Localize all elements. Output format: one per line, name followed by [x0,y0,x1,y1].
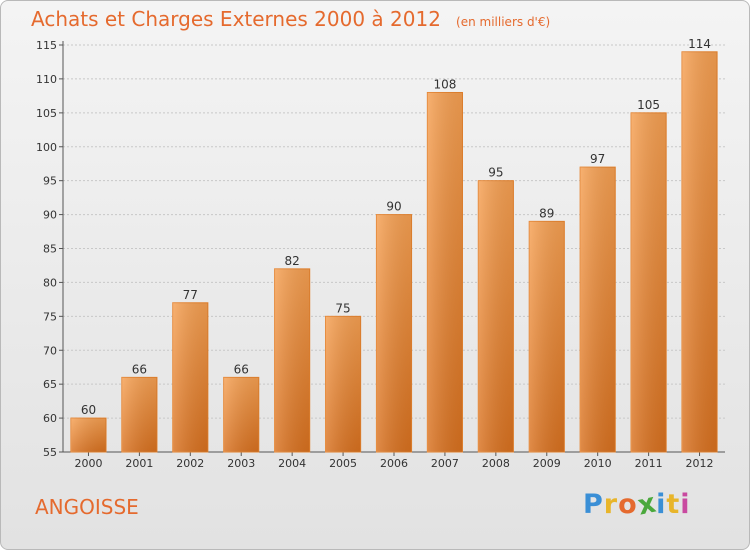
x-tick-label: 2011 [635,457,663,470]
data-label: 77 [183,288,198,302]
data-label: 66 [132,362,147,376]
logo-letter: P [583,489,604,520]
x-tick-label: 2005 [329,457,357,470]
bar-shade [631,112,667,452]
bar-shade [427,92,463,452]
logo-letter: i [680,489,691,520]
x-tick-label: 2003 [227,457,255,470]
bar-layer [70,51,718,453]
x-tick-label: 2008 [482,457,510,470]
y-tick-label: 115 [36,39,57,52]
x-tick-label: 2006 [380,457,408,470]
title-row: Achats et Charges Externes 2000 à 2012 (… [31,7,550,31]
y-tick-label: 55 [43,446,57,459]
y-tick-label: 100 [36,141,57,154]
x-tick-label: 2010 [584,457,612,470]
y-tick-label: 70 [43,344,57,357]
y-tick-label: 105 [36,107,57,120]
bar-shade [580,167,616,452]
bar-shade [274,268,310,452]
x-tick-label: 2012 [686,457,714,470]
x-tick-label: 2002 [176,457,204,470]
logo-letter: t [666,489,681,520]
bar-shade [325,316,361,452]
data-label: 95 [488,166,503,180]
bar-shade [70,418,107,452]
x-tick-label: 2004 [278,457,306,470]
y-tick-label: 85 [43,243,57,256]
bar-shade [172,302,208,452]
x-tick-label: 2007 [431,457,459,470]
bar-shade [529,221,565,452]
y-tick-label: 110 [36,73,57,86]
data-label: 89 [539,206,554,220]
label-layer: 60 66 77 66 82 75 90 108 95 89 97 105 114 [81,37,711,417]
bar-shade [681,51,718,453]
logo-letter: i [656,489,667,520]
data-label: 60 [81,403,96,417]
proxiti-logo[interactable]: Proxiti [583,487,691,521]
bar-shade [376,214,412,452]
data-label: 97 [590,152,605,166]
bar-shade [121,377,157,452]
data-label: 66 [234,362,249,376]
data-label: 75 [335,301,350,315]
logo-letter: r [603,489,619,520]
y-tick-label: 80 [43,276,57,289]
bar-shade [223,377,259,452]
y-tick-label: 65 [43,378,57,391]
y-tick-label: 95 [43,175,57,188]
data-label: 108 [433,77,456,91]
x-tick-label: 2009 [533,457,561,470]
x-tick-label: 2001 [125,457,153,470]
x-tick-label: 2000 [74,457,102,470]
chart-title: Achats et Charges Externes 2000 à 2012 [31,7,441,31]
data-label: 114 [688,37,711,51]
logo-letter: o [618,489,638,520]
data-label: 105 [637,98,660,112]
bar-shade [478,180,514,452]
y-tick-label: 60 [43,412,57,425]
commune-name: ANGOISSE [35,495,139,519]
y-tick-label: 75 [43,310,57,323]
y-tick-label: 90 [43,209,57,222]
data-label: 82 [285,254,300,268]
data-label: 90 [386,200,401,214]
chart-subtitle: (en milliers d'€) [456,15,551,29]
